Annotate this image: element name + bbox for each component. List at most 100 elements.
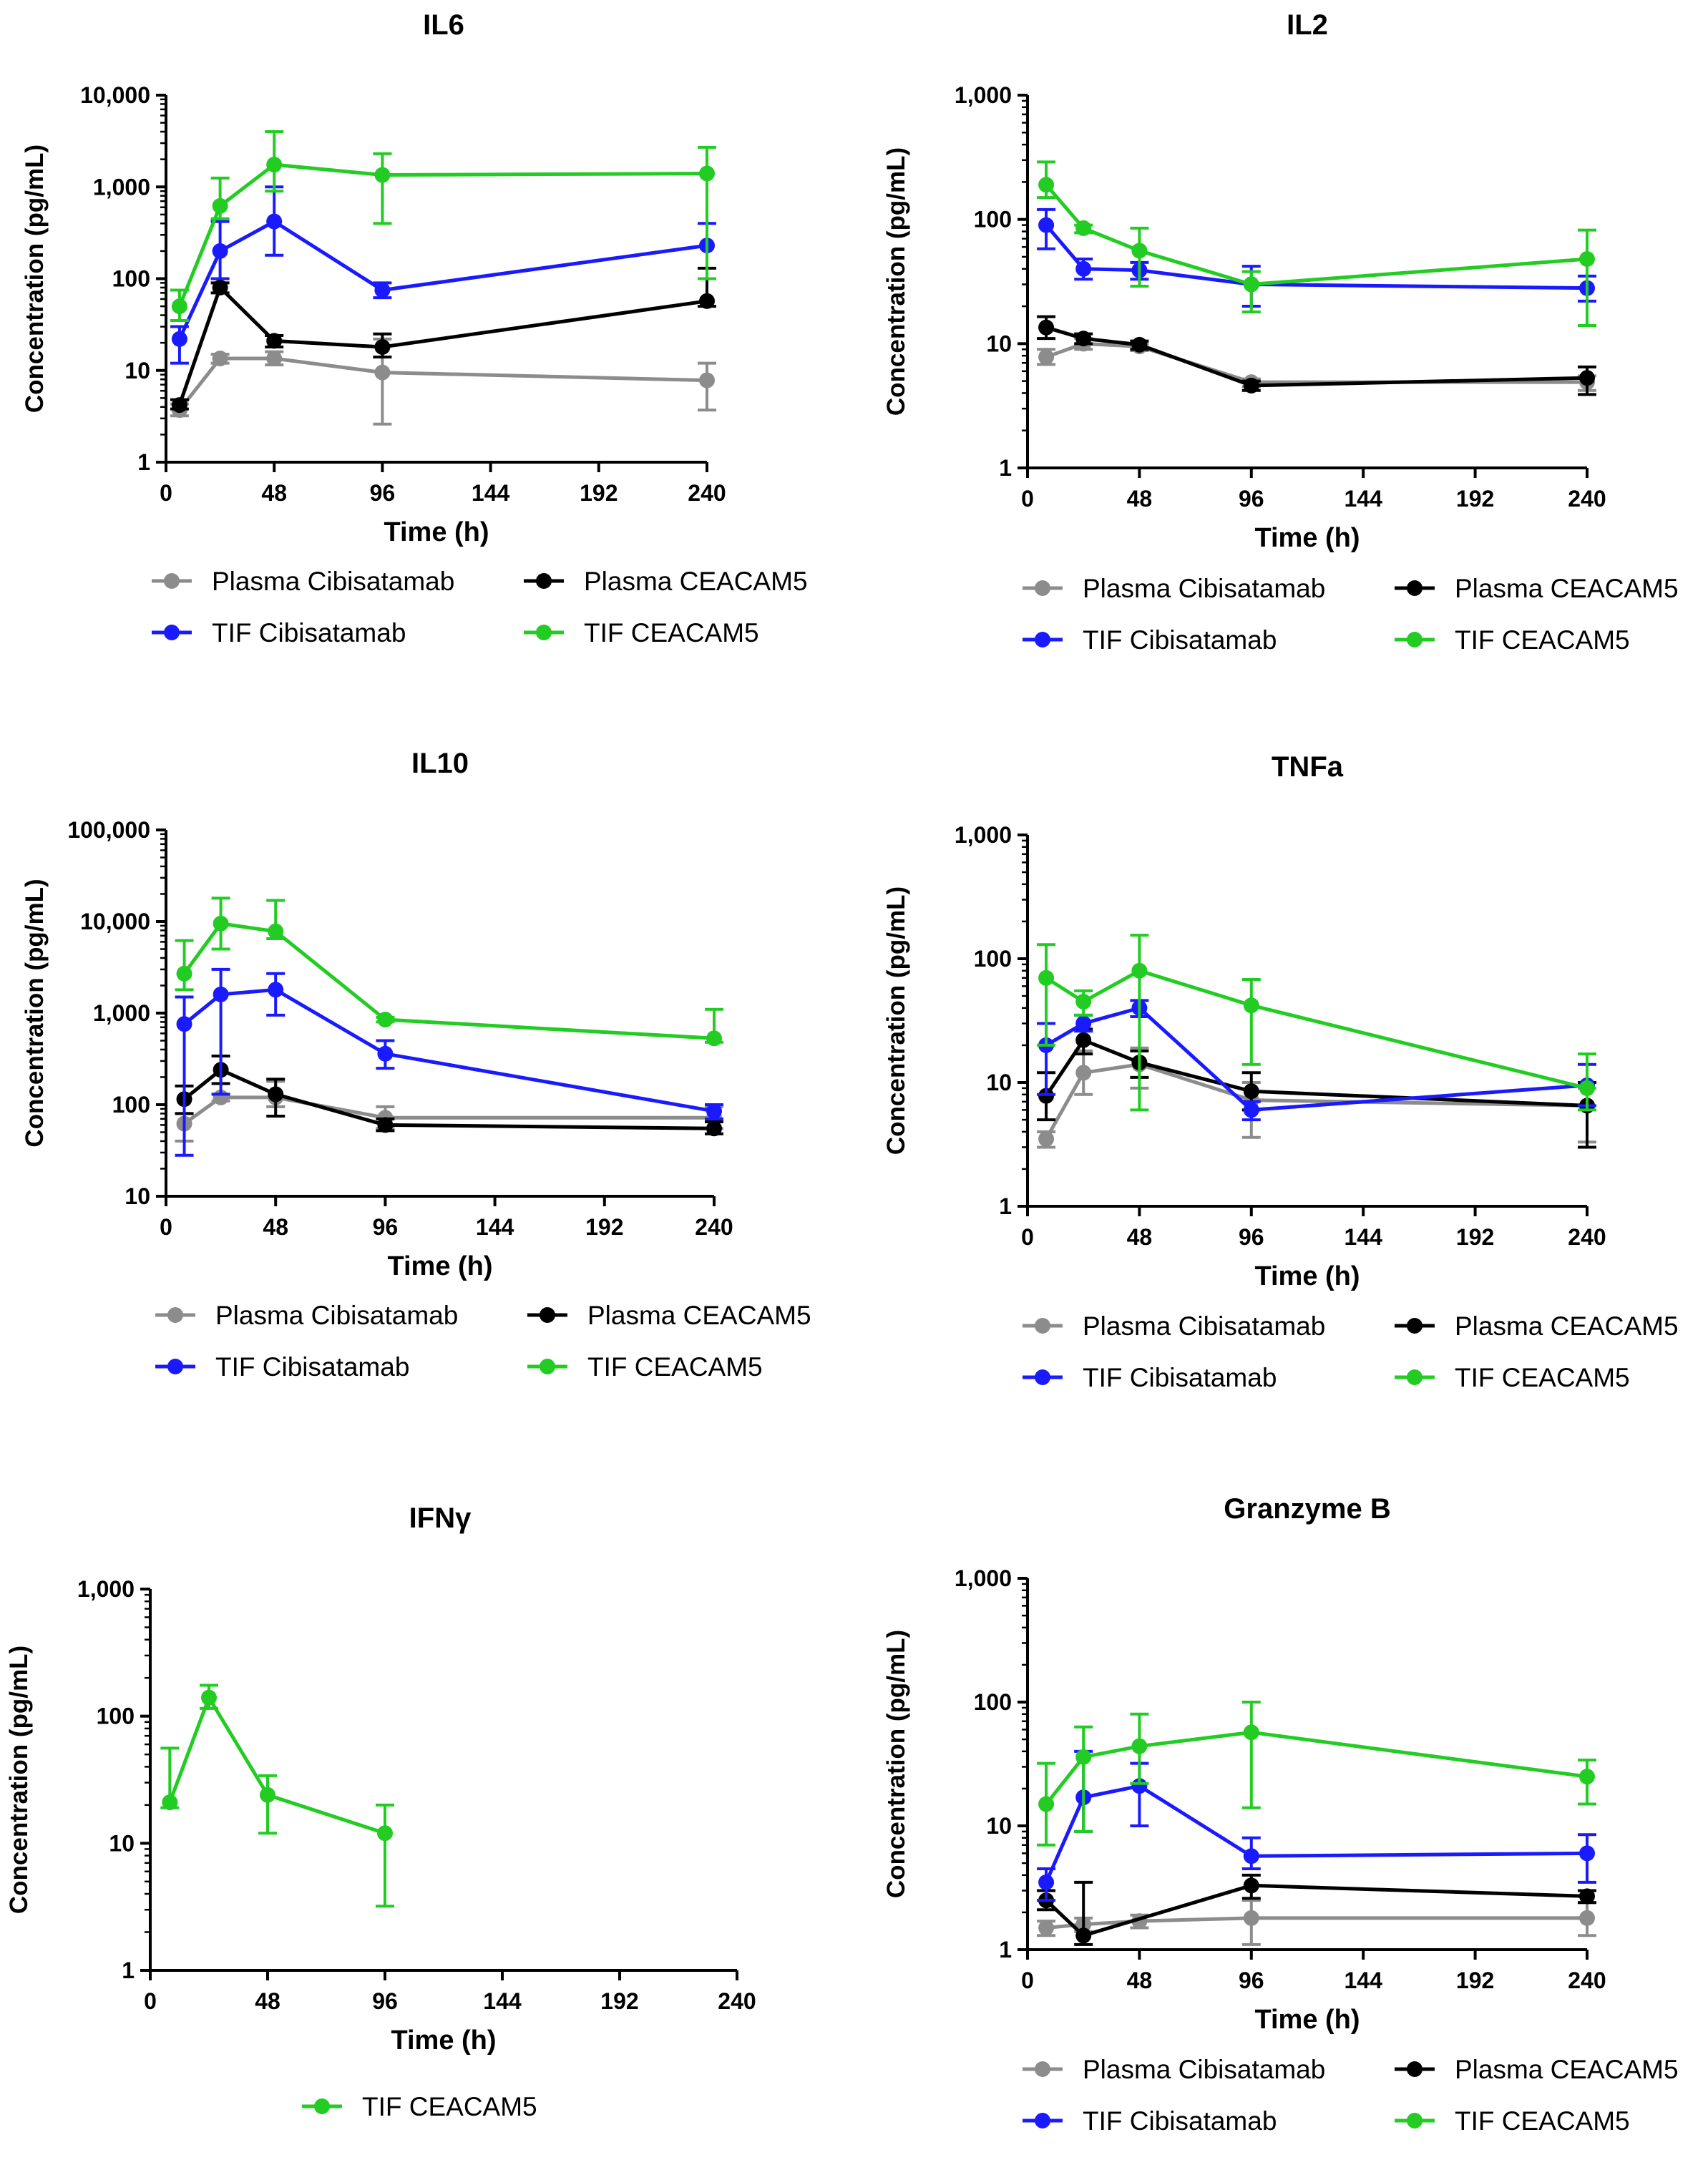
data-point xyxy=(171,331,187,347)
data-point xyxy=(176,965,192,982)
data-point xyxy=(1243,377,1259,394)
data-point xyxy=(706,1103,722,1120)
y-tick-label: 1,000 xyxy=(77,1576,135,1602)
series-line xyxy=(1045,1883,1588,1938)
legend-item-plasma-ceacam5: Plasma CEACAM5 xyxy=(524,567,808,596)
data-point xyxy=(268,923,284,939)
legend-label: TIF CEACAM5 xyxy=(1455,1363,1630,1392)
data-point xyxy=(268,1086,284,1103)
series-plasma-ceacam5 xyxy=(1037,1873,1596,1946)
legend-marker xyxy=(1035,2061,1050,2077)
legend-label: TIF CEACAM5 xyxy=(584,618,759,647)
x-tick-label: 192 xyxy=(1456,486,1494,512)
data-point xyxy=(1075,1065,1092,1081)
series-line xyxy=(177,356,708,411)
y-tick-label: 1 xyxy=(999,1193,1012,1219)
data-point xyxy=(213,915,229,932)
series-line xyxy=(1045,326,1588,388)
series-plasma-cibisatamab xyxy=(1037,1046,1596,1149)
legend-label: TIF Cibisatamab xyxy=(1083,1363,1277,1392)
legend-item-tif-cibisatamab: TIF Cibisatamab xyxy=(1023,2106,1277,2136)
legend-item-tif-ceacam5: TIF CEACAM5 xyxy=(302,2092,537,2121)
x-tick-label: 96 xyxy=(1239,1968,1264,1993)
legend-item-tif-ceacam5: TIF CEACAM5 xyxy=(1395,2106,1630,2136)
data-point xyxy=(213,986,229,1002)
series-plasma-ceacam5 xyxy=(170,266,716,414)
x-axis-label: Time (h) xyxy=(1254,1261,1360,1291)
y-tick-label: 1 xyxy=(999,455,1012,481)
legend-label: Plasma Cibisatamab xyxy=(1083,574,1325,603)
data-point xyxy=(1038,1796,1055,1812)
data-point xyxy=(374,364,391,381)
data-point xyxy=(1131,336,1148,353)
y-tick-label: 100 xyxy=(112,266,150,292)
x-axis-label: Time (h) xyxy=(1254,523,1360,553)
chart-il2: IL2 1 10 100 1,000 0 48 96 144 192 240 Time (h) Conc… xyxy=(882,9,1679,655)
data-point xyxy=(1579,1845,1595,1862)
chart-title: TNFa xyxy=(1272,751,1344,783)
data-point xyxy=(1131,962,1148,979)
data-point xyxy=(706,1120,722,1137)
data-point xyxy=(1075,331,1092,347)
data-point xyxy=(212,279,228,295)
legend-label: TIF Cibisatamab xyxy=(212,618,406,647)
series-tif-cibisatamab xyxy=(1037,1749,1596,1902)
x-tick-label: 96 xyxy=(1239,486,1264,512)
series-tif-ceacam5 xyxy=(160,1683,394,1908)
y-tick-label: 100 xyxy=(112,1092,150,1118)
y-tick-label: 1,000 xyxy=(955,82,1012,108)
data-point xyxy=(1579,1080,1595,1096)
data-point xyxy=(1579,1910,1595,1926)
series-plasma-cibisatamab xyxy=(1037,1899,1596,1946)
legend-item-tif-ceacam5: TIF CEACAM5 xyxy=(524,618,759,647)
chart-title: IL10 xyxy=(411,748,469,779)
legend-marker xyxy=(164,625,180,640)
x-tick-label: 0 xyxy=(160,480,172,506)
legend-item-tif-cibisatamab: TIF Cibisatamab xyxy=(1023,1363,1277,1392)
legend-label: Plasma CEACAM5 xyxy=(1455,2055,1679,2084)
x-tick-label: 96 xyxy=(373,1214,399,1240)
y-tick-label: 10 xyxy=(109,1830,135,1856)
legend: TIF CEACAM5 xyxy=(302,2092,537,2121)
data-point xyxy=(377,1012,394,1028)
chart-il10: IL10 10 100 1,000 10,000 100,000 0 48 96 144 192 24… xyxy=(21,748,811,1382)
data-point xyxy=(212,243,228,259)
chart-title: Granzyme B xyxy=(1224,1493,1390,1525)
y-tick-label: 10 xyxy=(986,1070,1012,1095)
data-point xyxy=(1075,1015,1092,1032)
legend-marker xyxy=(1035,1318,1050,1334)
legend-item-tif-cibisatamab: TIF Cibisatamab xyxy=(1023,625,1277,655)
y-axis-label: Concentration (pg/mL) xyxy=(882,886,910,1155)
chart-title: IL2 xyxy=(1287,9,1328,41)
legend-label: Plasma CEACAM5 xyxy=(1455,574,1679,603)
data-point xyxy=(377,1117,394,1133)
x-tick-label: 240 xyxy=(1568,1968,1606,1993)
legend-item-plasma-cibisatamab: Plasma Cibisatamab xyxy=(1023,574,1325,603)
legend-label: TIF CEACAM5 xyxy=(587,1352,763,1382)
x-tick-label: 240 xyxy=(718,1988,756,2014)
legend: Plasma Cibisatamab Plasma CEACAM5 TIF Cibi… xyxy=(155,1301,811,1382)
legend-marker xyxy=(536,625,552,640)
x-tick-label: 240 xyxy=(1568,486,1606,512)
x-tick-label: 240 xyxy=(695,1214,733,1240)
series-line xyxy=(177,219,708,340)
legend-label: TIF CEACAM5 xyxy=(362,2092,537,2121)
legend-marker xyxy=(1035,1369,1050,1385)
x-axis-label: Time (h) xyxy=(387,1251,492,1281)
series-line xyxy=(182,922,715,1040)
y-tick-label: 100 xyxy=(97,1704,135,1729)
series-line xyxy=(177,162,708,308)
data-point xyxy=(268,982,284,998)
x-axis-label: Time (h) xyxy=(1254,2005,1360,2035)
legend-label: TIF Cibisatamab xyxy=(1083,2106,1277,2136)
legend-label: TIF CEACAM5 xyxy=(1455,625,1630,655)
x-tick-label: 240 xyxy=(1568,1224,1606,1250)
legend-item-plasma-cibisatamab: Plasma Cibisatamab xyxy=(1023,2055,1325,2084)
chart-ifn: IFNγ 1 10 100 1,000 0 48 96 144 192 240 Time (h) Con… xyxy=(5,1502,756,2121)
data-point xyxy=(1243,1102,1259,1118)
data-point xyxy=(699,372,715,388)
series-line xyxy=(182,987,715,1113)
legend-marker xyxy=(1407,1369,1422,1385)
y-tick-label: 1,000 xyxy=(955,822,1012,848)
data-point xyxy=(374,282,391,298)
